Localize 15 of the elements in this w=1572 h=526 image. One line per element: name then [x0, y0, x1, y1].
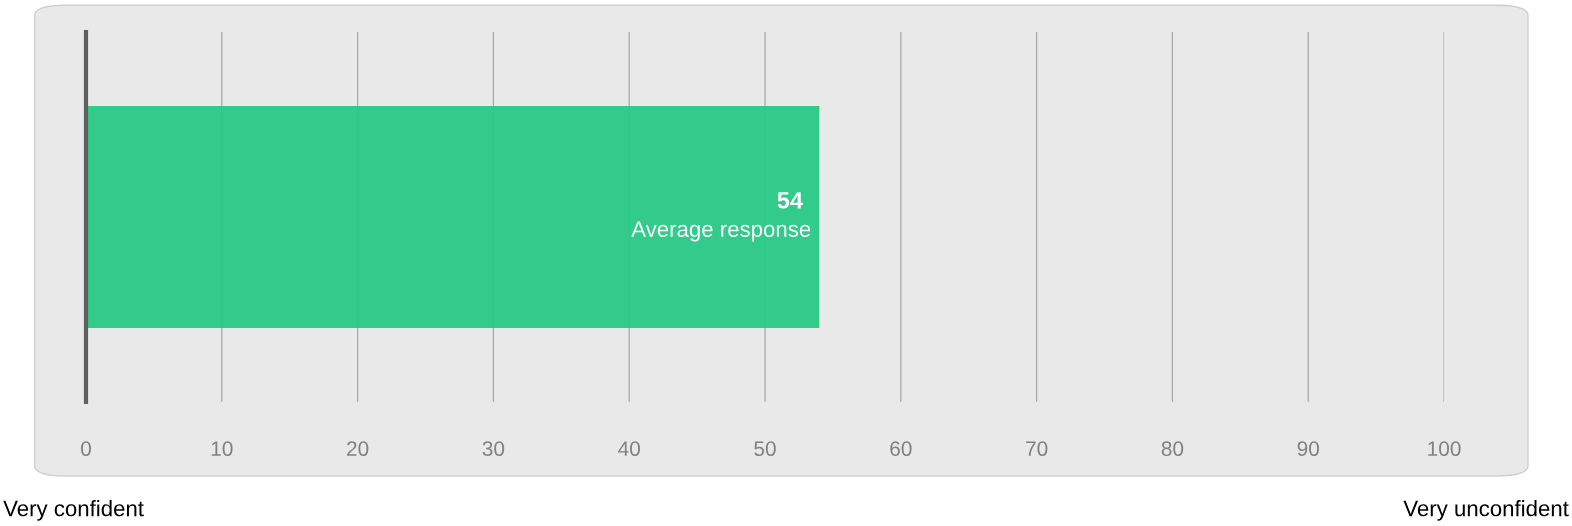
- x-tick-label: 100: [1428, 441, 1461, 457]
- x-tick-label: 10: [211, 441, 233, 457]
- x-tick-label: 90: [1297, 441, 1320, 457]
- x-tick-label: 0: [81, 441, 91, 457]
- x-tick-label: 30: [482, 441, 505, 457]
- text: Very confident: [3, 500, 144, 521]
- x-tick-label: 20: [347, 441, 369, 457]
- x-tick-label: 60: [890, 441, 912, 457]
- annotation: Average response: [631, 221, 811, 242]
- text: Very unconfident: [1403, 500, 1569, 521]
- x-tick-label: 50: [754, 441, 776, 457]
- x-tick-label: 80: [1161, 441, 1184, 457]
- x-tick-label: 40: [618, 441, 640, 457]
- data-label: 54: [777, 192, 803, 209]
- x-tick-label: 70: [1026, 441, 1048, 457]
